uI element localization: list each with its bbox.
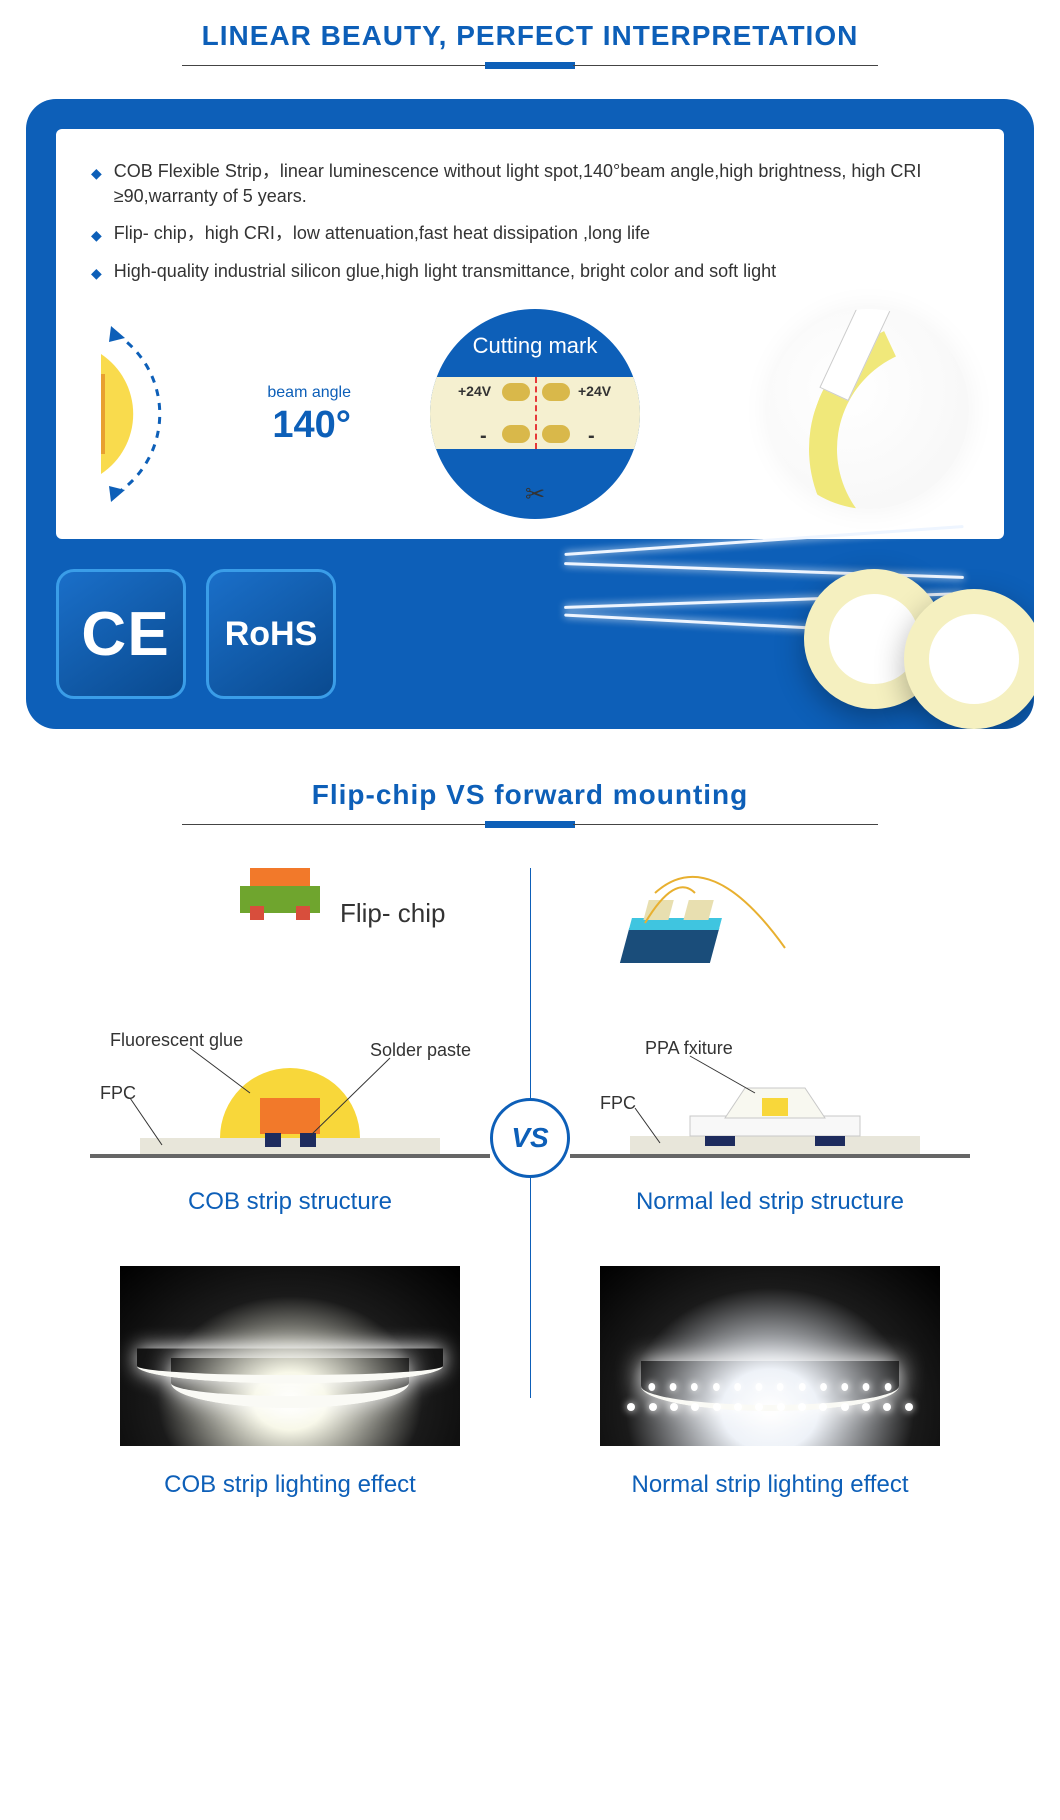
- anno-fpc-right: FPC: [600, 1093, 636, 1114]
- normal-structure-caption: Normal led strip structure: [636, 1188, 904, 1216]
- vs-section: Flip-chip VS forward mounting VS Flip- c…: [0, 779, 1060, 1499]
- beam-angle-degrees: 140°: [272, 404, 351, 447]
- strip-band: +24V +24V - -: [430, 377, 640, 449]
- light-reel-illustration: [564, 519, 1034, 729]
- feature-bullets: ◆COB Flexible Strip，linear luminescence …: [91, 159, 969, 284]
- normal-effect-photo: [600, 1266, 940, 1446]
- voltage-label-plus: +24V: [578, 383, 611, 399]
- beam-angle-diagram: beam angle 140°: [91, 309, 301, 519]
- beam-arc-svg: [101, 314, 261, 514]
- beam-angle-label: beam angle: [267, 384, 351, 402]
- normal-structure-diagram: PPA fxiture FPC: [570, 1008, 970, 1158]
- vs-right-column: PPA fxiture FPC Normal led strip structu…: [530, 868, 1010, 1499]
- section1-title: LINEAR BEAUTY, PERFECT INTERPRETATION: [0, 20, 1060, 52]
- cob-effect-caption: COB strip lighting effect: [164, 1471, 416, 1499]
- normal-effect-caption: Normal strip lighting effect: [631, 1471, 908, 1499]
- vs-grid: VS Flip- chip: [50, 868, 1010, 1499]
- cob-structure-caption: COB strip structure: [188, 1188, 392, 1216]
- forward-chip-illustration: [570, 868, 970, 988]
- badges-row: C E RoHS: [26, 569, 1034, 699]
- vs-badge: VS: [490, 1098, 570, 1178]
- flip-chip-label: Flip- chip: [340, 898, 445, 929]
- strip-photo: [769, 309, 969, 509]
- cutting-title: Cutting mark: [430, 309, 640, 359]
- voltage-label-minus: -: [588, 425, 595, 448]
- ce-badge: C E: [56, 569, 186, 699]
- feature-card: ◆COB Flexible Strip，linear luminescence …: [26, 99, 1034, 729]
- title-underline-2: [0, 821, 1060, 828]
- bullet-text: COB Flexible Strip，linear luminescence w…: [114, 159, 969, 209]
- cob-structure-diagram: Fluorescent glue Solder paste FPC: [90, 1008, 490, 1158]
- cutting-mark-diagram: Cutting mark +24V +24V - - ✂: [430, 309, 640, 519]
- rohs-badge: RoHS: [206, 569, 336, 699]
- bullet-text: Flip- chip，high CRI，low attenuation,fast…: [114, 221, 650, 246]
- voltage-label-minus: -: [480, 425, 487, 448]
- section2-title: Flip-chip VS forward mounting: [0, 779, 1060, 811]
- bullet-text: High-quality industrial silicon glue,hig…: [114, 259, 776, 284]
- anno-fluorescent: Fluorescent glue: [110, 1030, 243, 1051]
- diagram-row: beam angle 140° Cutting mark +24V +24V -…: [91, 309, 969, 519]
- anno-fpc: FPC: [100, 1083, 136, 1104]
- voltage-label-plus: +24V: [458, 383, 491, 399]
- cut-line: [535, 377, 537, 449]
- feature-inner: ◆COB Flexible Strip，linear luminescence …: [56, 129, 1004, 539]
- vs-left-column: Flip- chip Fluorescent glue Solder paste…: [50, 868, 530, 1499]
- flip-chip-illustration: Flip- chip: [90, 868, 490, 988]
- scissors-icon: ✂: [525, 480, 545, 509]
- anno-ppa: PPA fxiture: [645, 1038, 733, 1059]
- anno-solder: Solder paste: [370, 1040, 471, 1061]
- title-underline: [0, 62, 1060, 69]
- cob-effect-photo: [120, 1266, 460, 1446]
